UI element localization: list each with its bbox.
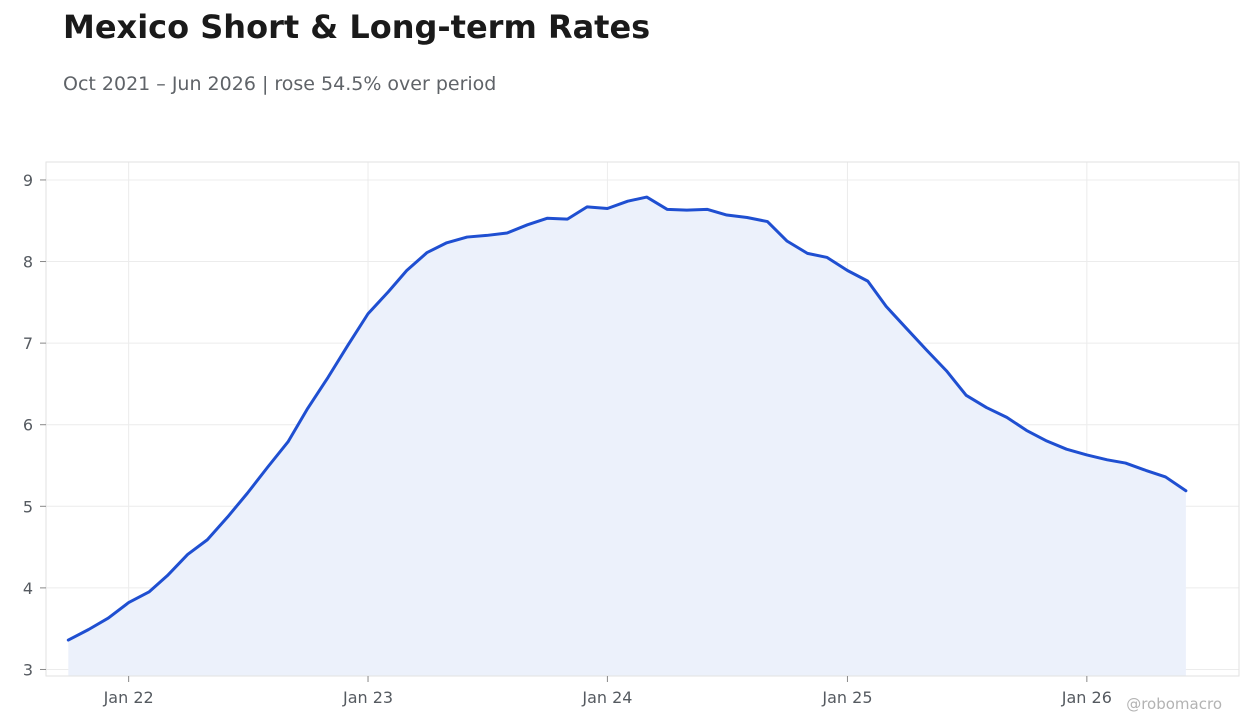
- watermark: @robomacro: [1126, 695, 1222, 713]
- y-tick-label: 9: [23, 171, 33, 190]
- y-tick-label: 8: [23, 253, 33, 272]
- y-axis-ticks: 3 4 5 6 7 8 9: [23, 171, 46, 679]
- x-tick-label: Jan 24: [581, 688, 632, 707]
- series-line: [66, 195, 1188, 642]
- y-tick-label: 5: [23, 497, 33, 516]
- y-tick-label: 4: [23, 579, 33, 598]
- y-tick-label: 6: [23, 416, 33, 435]
- series-area-fill: [68, 197, 1186, 676]
- x-tick-label: Jan 22: [103, 688, 154, 707]
- x-tick-label: Jan 23: [342, 688, 393, 707]
- x-tick-label: Jan 26: [1061, 688, 1112, 707]
- y-tick-label: 7: [23, 334, 33, 353]
- chart-title: Mexico Short & Long-term Rates: [63, 8, 651, 46]
- x-axis-ticks: Jan 22 Jan 23 Jan 24 Jan 25 Jan 26: [103, 676, 1112, 707]
- plot-frame: [45, 161, 1240, 677]
- y-tick-label: 3: [23, 660, 33, 679]
- chart-subtitle: Oct 2021 – Jun 2026 | rose 54.5% over pe…: [63, 73, 497, 95]
- x-tick-label: Jan 25: [821, 688, 872, 707]
